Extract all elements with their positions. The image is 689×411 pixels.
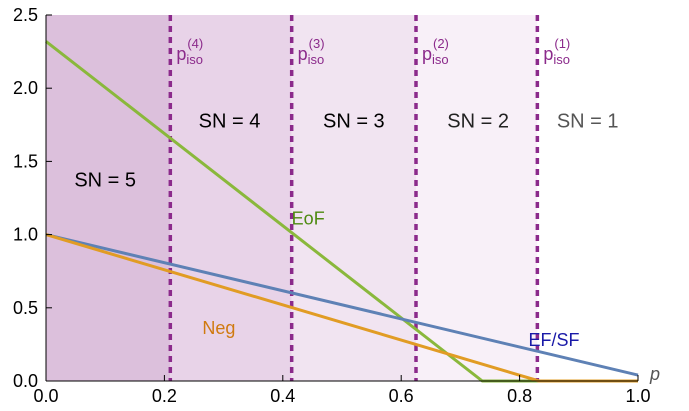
isoline-label-p: p: [422, 44, 432, 64]
isoline-label-sup: (4): [187, 36, 203, 51]
series-label-neg: Neg: [202, 318, 235, 338]
region-band-5: [537, 15, 638, 381]
y-tick-label: 2.5: [13, 5, 38, 25]
region-band-2: [170, 15, 292, 381]
isoline-label-3: p iso(2): [422, 36, 449, 67]
region-label-4: SN = 2: [447, 111, 509, 133]
series-label-ef-sf: EF/SF: [528, 330, 579, 350]
region-bands: [46, 15, 638, 381]
isoline-label-sub: iso: [432, 52, 449, 67]
isoline-label-sup: (1): [554, 36, 570, 51]
region-label-5: SN = 1: [557, 111, 619, 133]
region-label-3: SN = 3: [323, 111, 385, 133]
region-band-3: [291, 15, 416, 381]
x-tick-label: 0.2: [152, 386, 177, 406]
x-tick-label: 1.0: [625, 386, 650, 406]
isoline-label-1: p iso(4): [176, 36, 203, 67]
isoline-label-sup: (3): [309, 36, 325, 51]
isoline-group: [168, 15, 540, 381]
region-band-1: [46, 15, 171, 381]
x-tick-label: 0.0: [33, 386, 58, 406]
isoline-label-p: p: [543, 44, 553, 64]
region-label-1: SN = 5: [74, 169, 136, 191]
isoline-label-sub: iso: [553, 52, 570, 67]
x-tick-label: 0.4: [270, 386, 295, 406]
isoline-label-sub: iso: [186, 52, 203, 67]
series-label-eof: EoF: [292, 208, 325, 228]
y-tick-label: 1.0: [13, 225, 38, 245]
x-tick-label: 0.6: [389, 386, 414, 406]
isoline-label-p: p: [298, 44, 308, 64]
series-line-ef-sf: [45, 233, 639, 377]
label-group: SN = 5SN = 4 SN = 3 SN = 2 SN = 1p iso(4)p is…: [74, 36, 618, 350]
x-tick-label: 0.8: [507, 386, 532, 406]
isoline-label-sub: iso: [308, 52, 325, 67]
region-band-4: [416, 15, 538, 381]
y-tick-label: 0.5: [13, 298, 38, 318]
axes-group: 0.0 0.2 0.4 0.6 0.8 1.0 0.0 0.5 1.0 1.5 2.0 2.5 p: [13, 5, 660, 406]
isoline-label-p: p: [176, 44, 186, 64]
region-label-2: SN = 4: [199, 111, 261, 133]
y-tick-label: 2.0: [13, 78, 38, 98]
y-tick-label: 0.0: [13, 371, 38, 391]
isoline-label-2: p iso(3): [298, 36, 325, 67]
isoline-label-4: p iso(1): [543, 36, 570, 67]
x-axis-title: p: [649, 364, 660, 384]
isoline-label-sup: (2): [433, 36, 449, 51]
y-tick-label: 1.5: [13, 151, 38, 171]
